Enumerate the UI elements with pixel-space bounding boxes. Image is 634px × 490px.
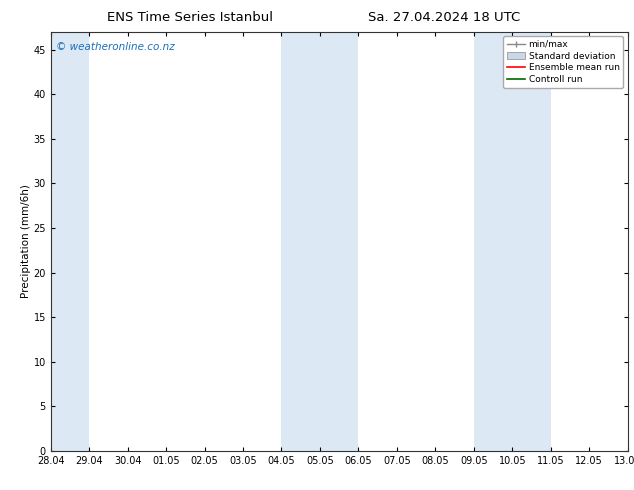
Bar — [474, 32, 551, 451]
Text: Sa. 27.04.2024 18 UTC: Sa. 27.04.2024 18 UTC — [368, 11, 520, 24]
Legend: min/max, Standard deviation, Ensemble mean run, Controll run: min/max, Standard deviation, Ensemble me… — [503, 36, 623, 88]
Text: © weatheronline.co.nz: © weatheronline.co.nz — [56, 42, 175, 52]
Bar — [281, 32, 358, 451]
Y-axis label: Precipitation (mm/6h): Precipitation (mm/6h) — [20, 184, 30, 298]
Bar — [51, 32, 89, 451]
Text: ENS Time Series Istanbul: ENS Time Series Istanbul — [107, 11, 273, 24]
